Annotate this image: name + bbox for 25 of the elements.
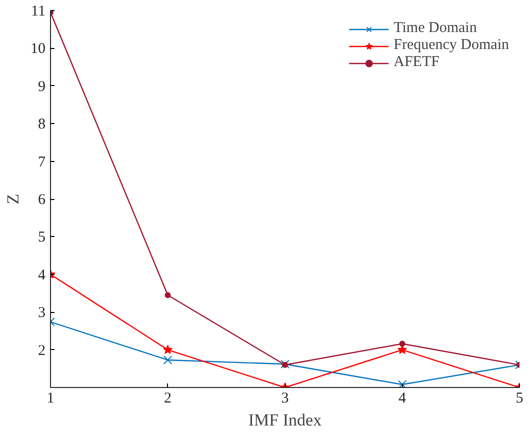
y-tick-label: 3 [38, 305, 46, 322]
point [163, 356, 172, 364]
y-tick-label: 4 [38, 267, 46, 284]
y-tick-label: 5 [38, 230, 46, 246]
y-tick-label: 7 [38, 154, 46, 170]
x-tick-label: 2 [164, 390, 172, 406]
point [164, 292, 171, 298]
y-axis-title: Z [4, 194, 22, 204]
y-tick-label: 6 [38, 192, 46, 208]
legend-label: Time Domain [394, 20, 477, 37]
y-tick-label: 8 [38, 116, 46, 133]
y-tick-label: 2 [38, 342, 46, 359]
legend-label: Frequency Domain [394, 37, 509, 54]
x-tick-label: 4 [398, 390, 406, 406]
y-tick-label: 11 [31, 4, 46, 20]
point [399, 340, 406, 347]
y-tick-label: 10 [30, 41, 46, 58]
x-axis-title: IMF Index [248, 410, 322, 430]
y-tick-label: 9 [38, 78, 46, 95]
point [398, 380, 407, 388]
legend-label: AFETF [394, 54, 440, 71]
x-tick-label: 5 [516, 390, 524, 406]
x-tick-label: 1 [46, 390, 54, 406]
x-tick-label: 3 [281, 390, 289, 406]
point [162, 344, 173, 354]
